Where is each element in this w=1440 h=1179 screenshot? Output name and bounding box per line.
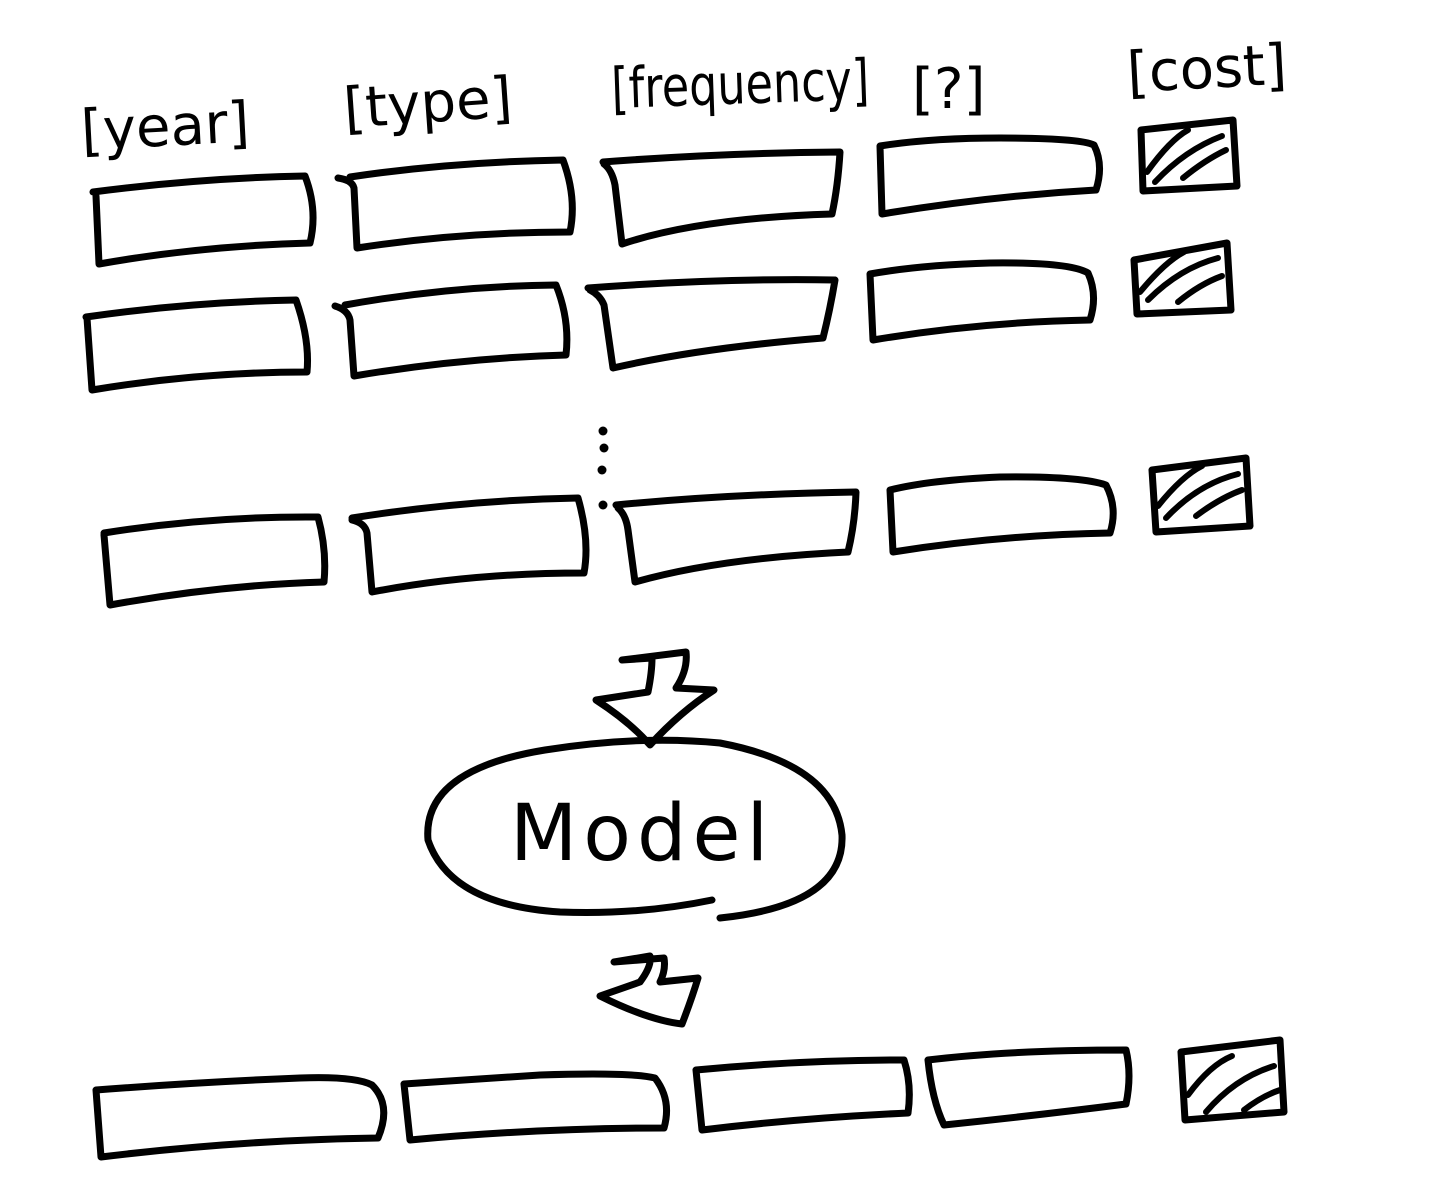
field-frequency (584, 276, 839, 372)
arrow-down-icon (592, 648, 718, 749)
field-year (82, 296, 311, 394)
field-type (348, 494, 590, 596)
output-target-cell (1177, 1036, 1288, 1124)
ellipsis (597, 426, 609, 510)
field-year (100, 513, 329, 609)
field-frequency (599, 148, 844, 248)
output-field-1 (92, 1074, 388, 1161)
field-unknown (866, 259, 1097, 344)
output-field-4 (924, 1046, 1133, 1129)
model-label: Model (510, 789, 774, 879)
header-cost: [cost] (1125, 33, 1288, 106)
input-row-n (100, 454, 1254, 609)
header-type: [type] (341, 65, 514, 142)
input-row-2 (82, 239, 1235, 394)
arrow-down-icon (596, 952, 702, 1028)
field-type (331, 281, 571, 380)
field-year (89, 172, 317, 268)
model-ellipse (424, 736, 846, 922)
field-frequency (612, 488, 860, 586)
header-year: [year] (79, 90, 251, 164)
field-unknown (886, 473, 1117, 556)
input-row-1 (89, 116, 1241, 268)
field-type (334, 156, 576, 252)
target-cell-n (1148, 454, 1254, 536)
output-field-3 (692, 1056, 913, 1134)
target-cell-2 (1130, 239, 1235, 318)
model-node: Model (424, 736, 846, 922)
header-frequency: [frequency] (610, 48, 870, 122)
output-row (92, 1036, 1288, 1161)
field-unknown (876, 134, 1103, 218)
output-field-2 (400, 1070, 670, 1144)
header-unknown: [?] (912, 57, 985, 122)
target-cell-1 (1137, 116, 1241, 195)
